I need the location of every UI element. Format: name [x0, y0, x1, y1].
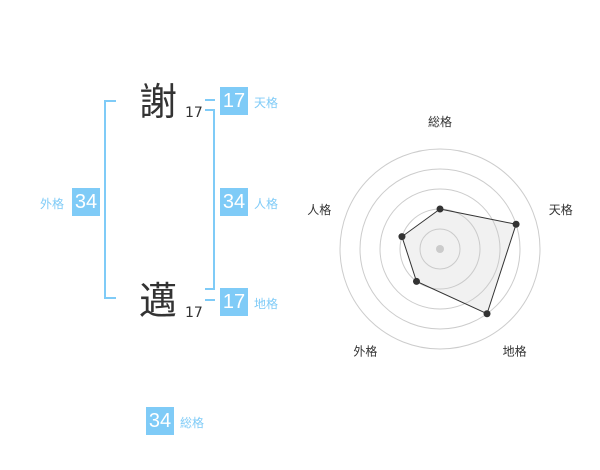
tenkaku-label: 天格 [254, 96, 279, 110]
radar-point [398, 233, 406, 241]
gaikaku-bracket [104, 100, 106, 299]
chikaku-label: 地格 [254, 297, 279, 311]
radar-point [412, 277, 420, 285]
chikaku-value: 17 [220, 288, 248, 316]
radar-point [483, 310, 491, 318]
radar-center [436, 245, 444, 253]
given-name-strokes: 17 [185, 305, 203, 321]
surname-char: 謝 [139, 80, 178, 124]
surname-strokes: 17 [185, 105, 203, 121]
tenkaku-connector [205, 99, 215, 101]
radar-grid-ring [359, 168, 521, 330]
radar-axis-label: 総格 [428, 114, 452, 129]
gaikaku-label: 外格 [40, 197, 65, 211]
soukaku-value: 34 [146, 407, 174, 435]
given-name-char: 邁 [139, 279, 178, 323]
radar-axis-label: 人格 [307, 202, 331, 217]
bracket-tick [205, 109, 215, 111]
radar-grid-ring [339, 148, 541, 350]
radar-series-area [401, 208, 517, 315]
bracket-tick [104, 297, 116, 299]
gaikaku-value: 34 [72, 188, 100, 216]
jinkaku-label: 人格 [254, 197, 279, 211]
jinkaku-bracket [213, 109, 215, 290]
radar-grid-ring [419, 228, 461, 270]
radar-axis-label: 地格 [503, 344, 527, 359]
radar-axis-label: 外格 [353, 344, 377, 359]
tenkaku-value: 17 [220, 87, 248, 115]
bracket-tick [205, 288, 215, 290]
chikaku-connector [205, 299, 215, 301]
soukaku-label: 総格 [180, 416, 205, 430]
radar-point [512, 220, 520, 228]
radar-axis-label: 天格 [549, 202, 573, 217]
bracket-tick [104, 100, 116, 102]
radar-grid-ring [379, 188, 501, 310]
jinkaku-value: 34 [220, 188, 248, 216]
radar-point [436, 205, 444, 213]
